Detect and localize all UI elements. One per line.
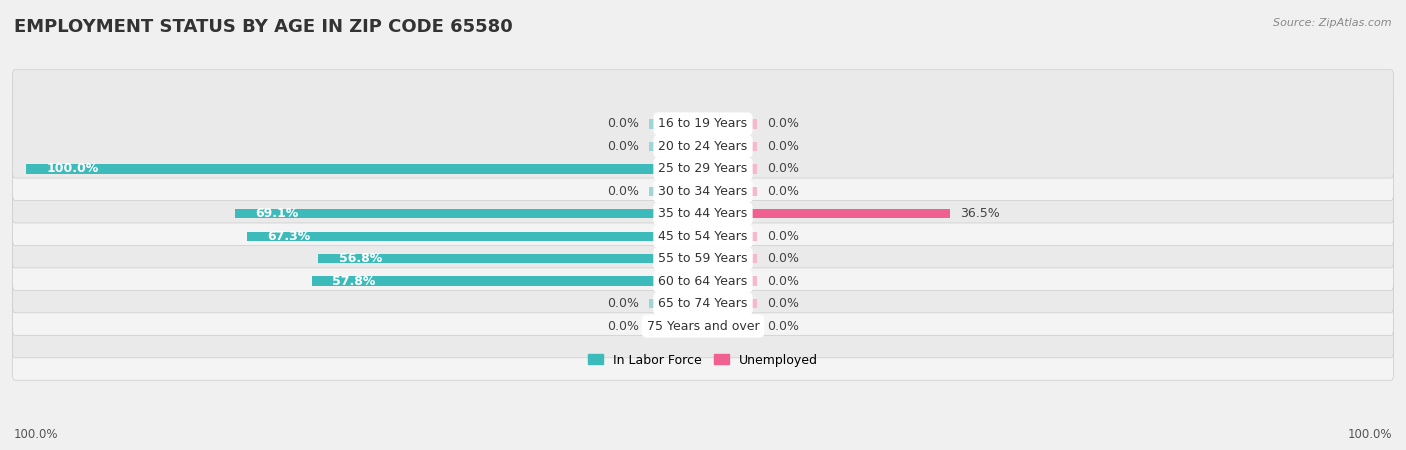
FancyBboxPatch shape [13, 115, 1393, 223]
Text: 35 to 44 Years: 35 to 44 Years [658, 207, 748, 220]
Bar [318, 254, 703, 263]
Text: 67.3%: 67.3% [267, 230, 311, 243]
FancyBboxPatch shape [13, 137, 1393, 245]
FancyBboxPatch shape [13, 272, 1393, 380]
Bar [703, 119, 758, 129]
Bar [648, 187, 703, 196]
Text: 0.0%: 0.0% [768, 230, 800, 243]
Bar [703, 321, 758, 331]
Text: 0.0%: 0.0% [768, 320, 800, 333]
Text: Source: ZipAtlas.com: Source: ZipAtlas.com [1274, 18, 1392, 28]
Text: 0.0%: 0.0% [768, 162, 800, 176]
Bar [648, 299, 703, 308]
Text: 0.0%: 0.0% [606, 140, 638, 153]
FancyBboxPatch shape [13, 249, 1393, 358]
Text: 56.8%: 56.8% [339, 252, 382, 265]
Text: 75 Years and over: 75 Years and over [647, 320, 759, 333]
Text: 16 to 19 Years: 16 to 19 Years [658, 117, 748, 130]
Text: 0.0%: 0.0% [768, 140, 800, 153]
Text: 25 to 29 Years: 25 to 29 Years [658, 162, 748, 176]
Text: 0.0%: 0.0% [606, 117, 638, 130]
Bar [703, 231, 758, 241]
FancyBboxPatch shape [13, 205, 1393, 313]
FancyBboxPatch shape [13, 92, 1393, 201]
Text: 100.0%: 100.0% [14, 428, 59, 441]
FancyBboxPatch shape [13, 182, 1393, 290]
Text: 100.0%: 100.0% [1347, 428, 1392, 441]
FancyBboxPatch shape [13, 227, 1393, 335]
Bar [703, 299, 758, 308]
Legend: In Labor Force, Unemployed: In Labor Force, Unemployed [583, 348, 823, 372]
FancyBboxPatch shape [13, 70, 1393, 178]
Text: 0.0%: 0.0% [768, 185, 800, 198]
Text: 0.0%: 0.0% [606, 297, 638, 310]
Text: 0.0%: 0.0% [768, 297, 800, 310]
Text: 0.0%: 0.0% [768, 117, 800, 130]
Text: 0.0%: 0.0% [768, 252, 800, 265]
Text: 36.5%: 36.5% [960, 207, 1000, 220]
Bar [703, 164, 758, 174]
Bar [703, 142, 758, 151]
Bar [235, 209, 703, 219]
Bar [648, 119, 703, 129]
Bar [247, 231, 703, 241]
Bar [25, 164, 703, 174]
Text: 0.0%: 0.0% [606, 320, 638, 333]
Text: 30 to 34 Years: 30 to 34 Years [658, 185, 748, 198]
Bar [312, 276, 703, 286]
Text: 57.8%: 57.8% [332, 274, 375, 288]
Text: 20 to 24 Years: 20 to 24 Years [658, 140, 748, 153]
FancyBboxPatch shape [13, 160, 1393, 268]
Text: 0.0%: 0.0% [606, 185, 638, 198]
Text: 65 to 74 Years: 65 to 74 Years [658, 297, 748, 310]
Bar [703, 187, 758, 196]
Bar [648, 321, 703, 331]
Text: EMPLOYMENT STATUS BY AGE IN ZIP CODE 65580: EMPLOYMENT STATUS BY AGE IN ZIP CODE 655… [14, 18, 513, 36]
Bar [703, 254, 758, 263]
Text: 69.1%: 69.1% [256, 207, 298, 220]
Bar [703, 276, 758, 286]
Text: 55 to 59 Years: 55 to 59 Years [658, 252, 748, 265]
Text: 60 to 64 Years: 60 to 64 Years [658, 274, 748, 288]
Bar [648, 142, 703, 151]
Text: 45 to 54 Years: 45 to 54 Years [658, 230, 748, 243]
Bar [703, 209, 950, 219]
Text: 0.0%: 0.0% [768, 274, 800, 288]
Text: 100.0%: 100.0% [46, 162, 98, 176]
